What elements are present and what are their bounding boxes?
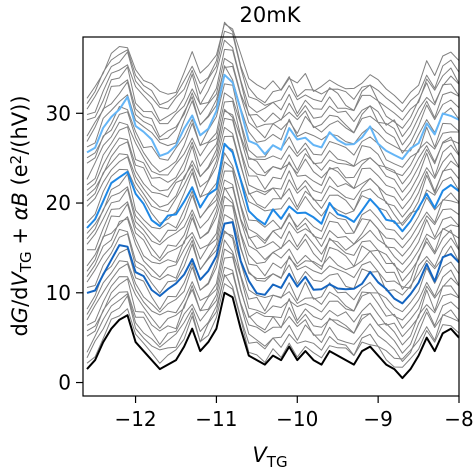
y-axis: 0 10 20 30 bbox=[46, 101, 83, 395]
y-tick-label: 30 bbox=[46, 101, 71, 125]
trace-25 bbox=[86, 108, 460, 201]
x-tick-label: −9 bbox=[363, 407, 392, 431]
x-tick-label: −12 bbox=[114, 407, 156, 431]
trace-16 bbox=[86, 179, 460, 265]
trace-15 bbox=[86, 186, 460, 274]
trace-12 bbox=[86, 205, 460, 289]
highlight-trace-0 bbox=[86, 291, 460, 380]
trace-18 bbox=[86, 161, 460, 249]
y-tick-label: 0 bbox=[58, 371, 71, 395]
trace-13 bbox=[86, 195, 460, 290]
trace-33 bbox=[86, 57, 460, 146]
trace-37 bbox=[86, 21, 460, 113]
x-tick-label: −8 bbox=[444, 407, 473, 431]
x-axis-title: VTG bbox=[252, 443, 287, 470]
trace-7 bbox=[86, 239, 460, 329]
trace-4 bbox=[86, 266, 460, 354]
trace-3 bbox=[86, 272, 460, 362]
x-tick-label: −10 bbox=[276, 407, 318, 431]
trace-6 bbox=[86, 248, 460, 338]
y-axis-title: dG/dVTG + αB (e2/(hV)) bbox=[7, 95, 35, 336]
plot-frame bbox=[82, 36, 460, 397]
highlight-trace-20 bbox=[86, 142, 460, 233]
highlight-trace-30 bbox=[86, 73, 460, 160]
chart-title: 20mK bbox=[240, 3, 302, 27]
plot-area bbox=[86, 21, 460, 380]
trace-36 bbox=[86, 30, 460, 121]
trace-31 bbox=[86, 65, 460, 152]
highlight-trace-10 bbox=[86, 221, 460, 305]
trace-1 bbox=[86, 283, 460, 368]
trace-27 bbox=[86, 100, 460, 185]
trace-9 bbox=[86, 232, 460, 313]
trace-28 bbox=[86, 92, 460, 177]
trace-19 bbox=[86, 152, 460, 240]
trace-24 bbox=[86, 117, 460, 210]
trace-38 bbox=[86, 23, 460, 104]
trace-17 bbox=[86, 170, 460, 257]
trace-34 bbox=[86, 48, 460, 138]
x-tick-label: −11 bbox=[195, 407, 237, 431]
trace-22 bbox=[86, 135, 460, 226]
x-axis: −12 −11 −10 −9 −8 bbox=[114, 396, 474, 431]
y-tick-label: 20 bbox=[46, 191, 71, 215]
y-tick-label: 10 bbox=[46, 281, 71, 305]
